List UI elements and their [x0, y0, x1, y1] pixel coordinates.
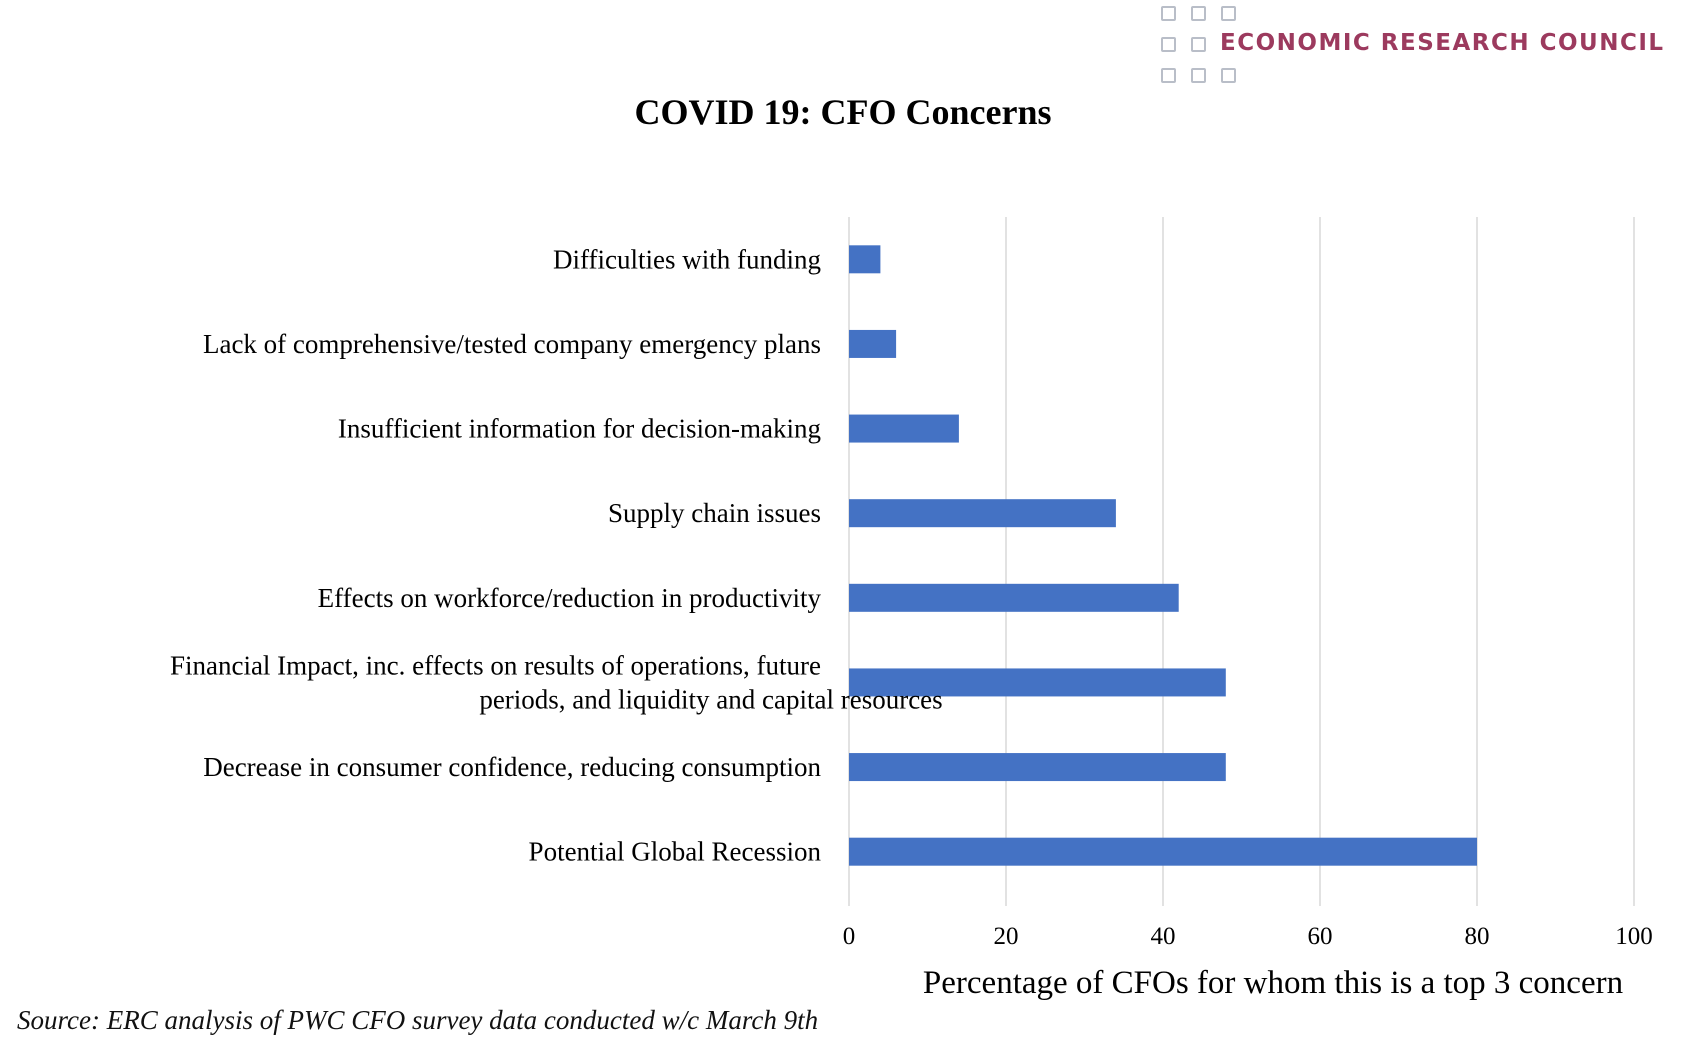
logo-text: ECONOMIC RESEARCH COUNCIL	[1220, 30, 1665, 56]
x-tick-label: 0	[843, 923, 856, 950]
x-tick-label: 80	[1465, 923, 1490, 950]
bar	[849, 499, 1116, 528]
category-label: Lack of comprehensive/tested company eme…	[203, 329, 821, 359]
bar	[849, 837, 1477, 866]
logo-square	[1221, 68, 1236, 83]
category-labels: Difficulties with funding Lack of compreh…	[170, 244, 943, 866]
bar	[849, 583, 1179, 612]
logo-square	[1191, 68, 1206, 83]
category-label: Difficulties with funding	[553, 244, 821, 274]
category-label: Financial Impact, inc. effects on result…	[170, 650, 821, 680]
category-label: periods, and liquidity and capital resou…	[479, 684, 942, 714]
bar	[849, 414, 959, 443]
x-tick-label: 40	[1151, 923, 1176, 950]
chart-title: COVID 19: CFO Concerns	[635, 92, 1052, 132]
x-tick-label: 100	[1615, 923, 1653, 950]
logo-square	[1191, 6, 1206, 21]
logo-square	[1161, 68, 1176, 83]
bar	[849, 668, 1226, 697]
category-label: Decrease in consumer confidence, reducin…	[203, 752, 821, 782]
logo-square	[1191, 37, 1206, 52]
x-axis-title: Percentage of CFOs for whom this is a to…	[923, 965, 1623, 1001]
bars	[849, 245, 1477, 866]
x-tick-label: 60	[1308, 923, 1333, 950]
category-label: Insufficient information for decision-ma…	[338, 414, 821, 444]
x-tick-labels: 0 20 40 60 80 100	[843, 923, 1653, 950]
source-note: Source: ERC analysis of PWC CFO survey d…	[17, 1005, 819, 1035]
x-tick-label: 20	[994, 923, 1019, 950]
bar	[849, 753, 1226, 782]
bar	[849, 329, 897, 358]
logo-square	[1161, 6, 1176, 21]
logo-square	[1221, 6, 1236, 21]
gridlines	[848, 217, 1635, 906]
bar	[849, 245, 881, 274]
category-label: Supply chain issues	[608, 498, 821, 528]
category-label: Effects on workforce/reduction in produc…	[318, 583, 822, 613]
category-label: Potential Global Recession	[529, 837, 822, 867]
logo-square	[1161, 37, 1176, 52]
